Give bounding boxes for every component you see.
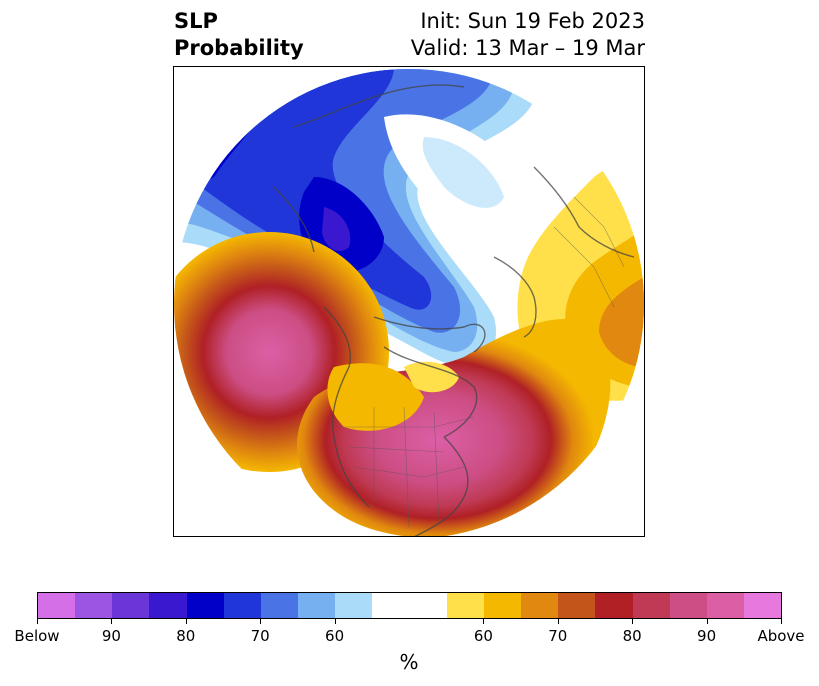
colorbar-swatch <box>595 593 633 618</box>
colorbar-tick-mark <box>483 619 485 624</box>
colorbar-swatch <box>149 593 187 618</box>
map-panel <box>173 66 645 537</box>
colorbar-tick-mark <box>706 619 708 624</box>
colorbar-tick-mark <box>334 619 336 624</box>
colorbar-swatch <box>632 593 670 618</box>
probability-map <box>174 69 644 536</box>
colorbar-swatch <box>186 593 224 618</box>
colorbar-tick-mark <box>781 619 782 624</box>
colorbar-swatch <box>298 593 336 618</box>
colorbar-tick-label: 80 <box>176 627 196 645</box>
valid-range: Valid: 13 Mar – 19 Mar <box>410 36 645 60</box>
colorbar-tick-label: Below <box>14 627 60 645</box>
colorbar-tick-mark <box>185 619 187 624</box>
colorbar-swatch <box>558 593 596 618</box>
colorbar-swatch <box>75 593 113 618</box>
colorbar-tick-label: 60 <box>325 627 345 645</box>
colorbar-tick-mark <box>632 619 634 624</box>
colorbar-tick-label: 90 <box>101 627 121 645</box>
borders <box>344 196 625 528</box>
colorbar-swatch <box>372 593 410 618</box>
colorbar-tick-mark <box>111 619 113 624</box>
colorbar <box>37 592 782 619</box>
colorbar-tick-label: Above <box>757 627 805 645</box>
title-line-2: Probability <box>174 36 304 60</box>
init-date: Init: Sun 19 Feb 2023 <box>420 9 645 33</box>
colorbar-swatch <box>38 593 76 618</box>
above-normal-atlantic <box>297 319 611 536</box>
colorbar-tick-mark <box>260 619 262 624</box>
colorbar-swatch <box>223 593 261 618</box>
colorbar-swatch <box>706 593 744 618</box>
colorbar-swatch <box>521 593 559 618</box>
hemisphere-disc <box>174 69 644 536</box>
title-line-1: SLP <box>174 9 218 33</box>
colorbar-swatch <box>483 593 522 618</box>
colorbar-tick-mark <box>37 619 38 624</box>
map-title: SLP Probability <box>174 8 304 62</box>
forecast-dates: Init: Sun 19 Feb 2023 Valid: 13 Mar – 19… <box>411 8 645 62</box>
colorbar-tick-mark <box>557 619 559 624</box>
colorbar-tick-label: 70 <box>250 627 270 645</box>
colorbar-swatch <box>743 593 782 618</box>
colorbar-swatch <box>669 593 707 618</box>
colorbar-tick-label: 60 <box>473 627 493 645</box>
colorbar-tick-label: 90 <box>697 627 717 645</box>
colorbar-unit-label: % <box>399 650 419 674</box>
colorbar-swatch <box>260 593 299 618</box>
colorbar-tick-label: 80 <box>622 627 642 645</box>
colorbar-tick-label: 70 <box>548 627 568 645</box>
colorbar-swatch <box>112 593 150 618</box>
colorbar-swatch <box>335 593 373 618</box>
colorbar-swatch <box>409 593 447 618</box>
colorbar-swatch <box>446 593 484 618</box>
coastlines <box>273 84 635 536</box>
